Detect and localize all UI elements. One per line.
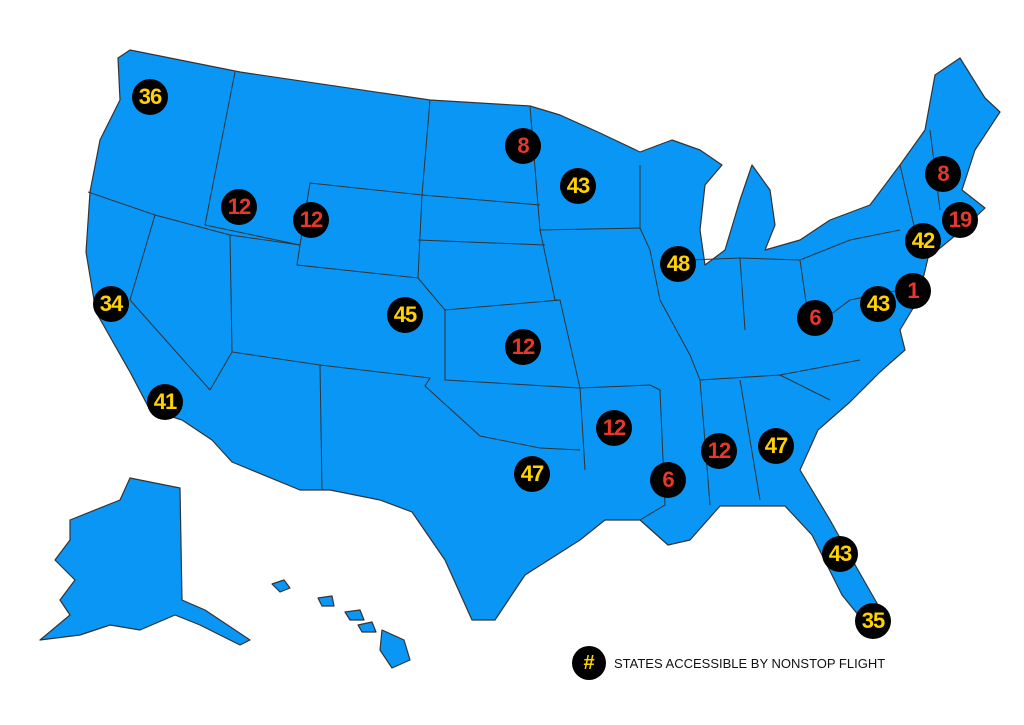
hawaii: [271, 579, 411, 669]
state-marker: 43: [860, 286, 896, 322]
state-marker: 45: [387, 297, 423, 333]
state-marker: 41: [147, 384, 183, 420]
state-marker: 12: [505, 329, 541, 365]
legend: # STATES ACCESSIBLE BY NONSTOP FLIGHT: [572, 646, 885, 680]
state-marker: 43: [822, 536, 858, 572]
state-marker: 34: [93, 286, 129, 322]
state-marker: 42: [905, 223, 941, 259]
state-marker: 8: [925, 156, 961, 192]
state-marker: 1: [895, 273, 931, 309]
state-marker: 35: [855, 603, 891, 639]
state-marker: 36: [132, 79, 168, 115]
state-marker: 19: [942, 202, 978, 238]
state-marker: 12: [293, 202, 329, 238]
state-marker: 12: [701, 433, 737, 469]
state-marker: 6: [797, 300, 833, 336]
legend-symbol: #: [572, 646, 606, 680]
legend-label: STATES ACCESSIBLE BY NONSTOP FLIGHT: [614, 655, 886, 671]
state-marker: 47: [758, 428, 794, 464]
state-marker: 8: [505, 128, 541, 164]
state-marker: 12: [596, 410, 632, 446]
state-marker: 47: [514, 456, 550, 492]
alaska: [39, 477, 251, 646]
contiguous-us: [85, 49, 1001, 633]
state-marker: 48: [660, 246, 696, 282]
state-marker: 6: [650, 462, 686, 498]
state-marker: 12: [221, 189, 257, 225]
state-marker: 43: [560, 168, 596, 204]
